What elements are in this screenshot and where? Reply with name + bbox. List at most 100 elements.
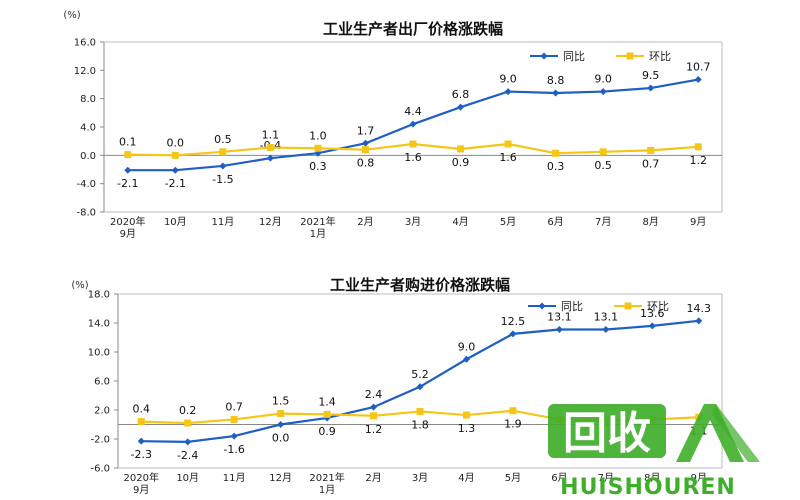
data-point-diamond (219, 162, 227, 170)
data-label: 0.4 (132, 403, 150, 416)
data-point-square (599, 148, 607, 156)
data-label: 13.6 (640, 307, 665, 320)
x-tick-label: 7月 (595, 216, 611, 228)
y-tick-label: 2.0 (94, 406, 110, 417)
data-label: 0.2 (179, 404, 197, 417)
chart-title: 工业生产者购进价格涨跌幅 (330, 276, 510, 294)
data-point-diamond (647, 84, 655, 92)
x-tick-label: 2月 (357, 216, 373, 228)
data-point-diamond (694, 76, 702, 84)
data-label: -1.5 (212, 173, 233, 186)
data-point-diamond (462, 355, 470, 363)
x-tick-label: 10月 (164, 216, 187, 228)
series-yoy: -2.1-2.1-1.5-0.40.31.74.46.89.08.89.09.5… (117, 61, 710, 191)
data-label: 9.0 (499, 73, 517, 86)
y-tick-label: 8.0 (80, 94, 96, 105)
data-label: 0.7 (642, 157, 660, 170)
data-point-diamond (230, 432, 238, 440)
data-label: -2.4 (177, 449, 198, 462)
data-label: 1.3 (458, 422, 476, 435)
watermark-mountain-icon (676, 404, 744, 462)
data-label: 12.5 (501, 315, 526, 328)
x-tick-label: 5月 (505, 472, 521, 484)
data-label: 9.0 (594, 73, 612, 86)
data-point-diamond (370, 403, 378, 411)
data-point-square (277, 410, 285, 418)
data-point-square (230, 415, 238, 423)
y-tick-label: 16.0 (74, 38, 96, 49)
x-tick-label: 12月 (259, 216, 282, 228)
legend-entry: 同比 (561, 300, 583, 313)
data-point-diamond (409, 120, 417, 128)
y-tick-label: -4.0 (76, 179, 96, 190)
y-tick-label: -6.0 (90, 464, 110, 475)
data-label: 0.0 (272, 432, 290, 445)
y-tick-label: 6.0 (94, 377, 110, 388)
data-point-diamond (504, 88, 512, 96)
data-point-diamond (648, 322, 656, 330)
data-label: 1.8 (411, 418, 429, 431)
data-label: 0.8 (357, 157, 375, 170)
x-tick-label: 3月 (405, 216, 421, 228)
x-tick-label: 5月 (500, 216, 516, 228)
data-label: 13.1 (547, 311, 572, 324)
legend-marker-diamond (538, 302, 546, 310)
data-point-diamond (695, 317, 703, 325)
data-point-square (137, 418, 145, 426)
series-mom: 0.1 0.0 0.5 1.1 1.0 0.8 1.6 0.9 1.6 0.3 0.5 0.7 1.2 (119, 129, 707, 174)
data-label: 9.0 (458, 340, 476, 353)
data-point-diamond (599, 88, 607, 96)
x-tick-label: 7月 (598, 472, 614, 484)
data-point-diamond (602, 326, 610, 334)
x-tick-label: 10月 (176, 472, 199, 484)
data-label: 10.7 (686, 61, 711, 74)
legend: 同比 环比 (528, 300, 669, 313)
data-label: -2.1 (165, 177, 186, 190)
watermark-logo-box (548, 404, 666, 458)
data-point-square (124, 151, 132, 159)
data-point-square (462, 411, 470, 419)
y-tick-label: 4.0 (80, 123, 96, 134)
data-label: 0.5 (594, 159, 612, 172)
y-tick-label: -2.0 (90, 435, 110, 446)
data-point-square (370, 412, 378, 420)
data-point-square (409, 140, 417, 148)
data-label: 4.4 (404, 105, 422, 118)
data-point-square (552, 149, 560, 157)
data-point-diamond (457, 103, 465, 111)
data-point-diamond (266, 154, 274, 162)
x-tick-label: 6月 (547, 216, 563, 228)
x-tick-label: 3月 (412, 472, 428, 484)
x-tick-label: 9月 (690, 216, 706, 228)
data-point-square (509, 407, 517, 415)
data-point-diamond (184, 438, 192, 446)
data-label: 5.2 (411, 368, 429, 381)
x-tick-label: 8月 (644, 472, 660, 484)
x-tick-label: 9月 (691, 472, 707, 484)
data-label: 14.3 (687, 302, 712, 315)
data-label: 1.7 (357, 124, 375, 137)
x-tick-label: 4月 (452, 216, 468, 228)
legend-entry: 同比 (563, 50, 585, 63)
data-label: 0.3 (547, 160, 565, 173)
data-label: 0.5 (214, 133, 232, 146)
legend-entry: 环比 (649, 50, 671, 63)
data-label: 13.1 (594, 311, 619, 324)
legend: 同比 环比 (530, 50, 671, 63)
y-tick-label: 12.0 (74, 66, 96, 77)
y-axis-unit: (%) (71, 280, 88, 291)
data-label: 1.5 (272, 395, 290, 408)
x-tick-label: 2021年 1月 (309, 471, 344, 496)
y-tick-label: -8.0 (76, 208, 96, 219)
ex-factory-price-chart: 工业生产者出厂价格涨跌幅 (%) 16.0 12.0 8.0 4.0 0.0 -4.0 -8.0… (63, 10, 723, 240)
data-point-diamond (552, 89, 560, 97)
data-label: 0.7 (225, 400, 243, 413)
chart-title: 工业生产者出厂价格涨跌幅 (323, 20, 503, 38)
data-label: 0.1 (119, 136, 137, 149)
data-point-square (694, 143, 702, 151)
data-point-square (504, 140, 512, 148)
data-label: 1.2 (365, 423, 383, 436)
data-label: 2.4 (365, 388, 383, 401)
data-point-square (323, 410, 331, 418)
